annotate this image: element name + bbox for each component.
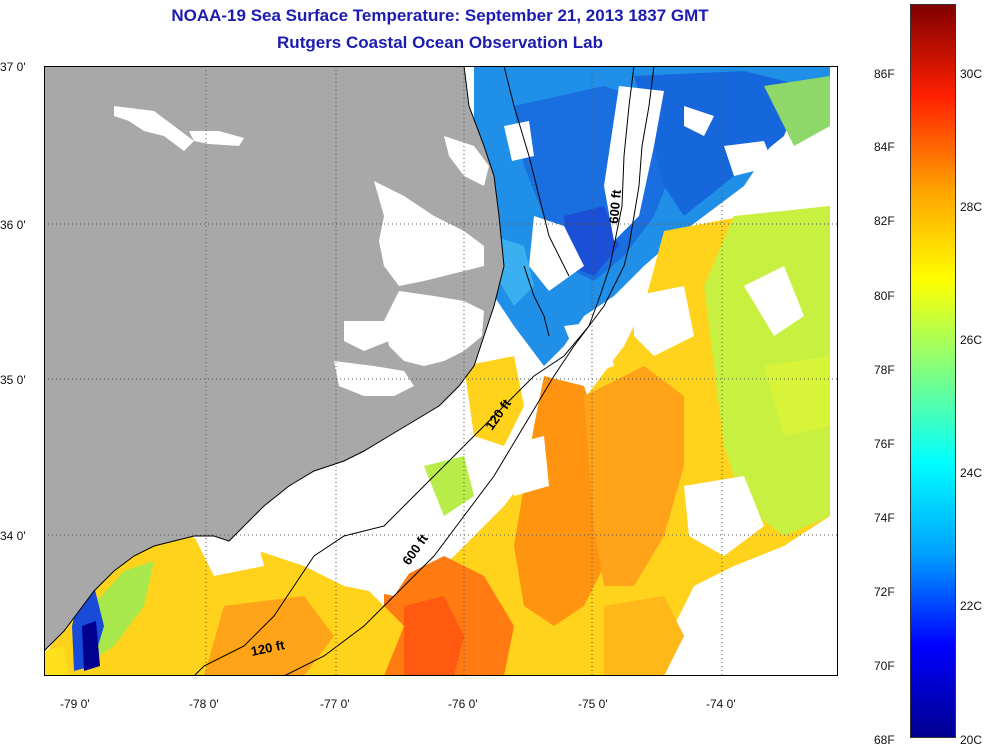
isobath-label-600-north: 600 ft (606, 188, 624, 224)
colorbar-label-30c: 30C (960, 67, 983, 81)
colorbar-label-28c: 28C (960, 200, 983, 214)
lon-label-79: -79 0' (60, 697, 90, 711)
colorbar-label-70f: 70F (874, 659, 895, 673)
lat-label-36: 36 0' (0, 218, 26, 232)
lat-label-35: 35 0' (0, 373, 26, 387)
colorbar-label-74f: 74F (874, 511, 895, 525)
colorbar-label-20c: 20C (960, 733, 983, 747)
coastline (44, 66, 570, 652)
cloud-gaps-north (504, 86, 774, 291)
colorbar-label-82f: 82F (874, 214, 895, 228)
colorbar-label-76f: 76F (874, 437, 895, 451)
map-border (44, 66, 838, 676)
colorbar-label-22c: 22C (960, 599, 983, 613)
lon-label-75: -75 0' (578, 697, 608, 711)
lon-label-77: -77 0' (320, 697, 350, 711)
map-subtitle: Rutgers Coastal Ocean Observation Lab (277, 33, 603, 52)
colorbar-label-68f: 68F (874, 733, 895, 747)
colorbar-label-78f: 78F (874, 363, 895, 377)
map-title: NOAA-19 Sea Surface Temperature: Septemb… (171, 6, 709, 25)
graticule (44, 66, 838, 676)
colorbar-label-86f: 86F (874, 67, 895, 81)
isobath-label-120-south: 120 ft (250, 637, 287, 659)
lon-label-74: -74 0' (706, 697, 736, 711)
colorbar-label-72f: 72F (874, 585, 895, 599)
lon-label-76: -76 0' (448, 697, 478, 711)
sst-map: 120 ft 600 ft 120 ft 600 ft (44, 66, 838, 676)
temperature-colorbar (910, 4, 956, 738)
cloud-gaps-south (194, 266, 804, 596)
sounds (114, 106, 489, 396)
isobaths (193, 66, 655, 676)
colorbar-label-84f: 84F (874, 140, 895, 154)
lon-label-78: -78 0' (189, 697, 219, 711)
colorbar-label-24c: 24C (960, 466, 983, 480)
colorbar-label-80f: 80F (874, 289, 895, 303)
lat-label-37: 37 0' (0, 60, 26, 74)
colorbar-label-26c: 26C (960, 333, 983, 347)
lat-label-34: 34 0' (0, 529, 26, 543)
